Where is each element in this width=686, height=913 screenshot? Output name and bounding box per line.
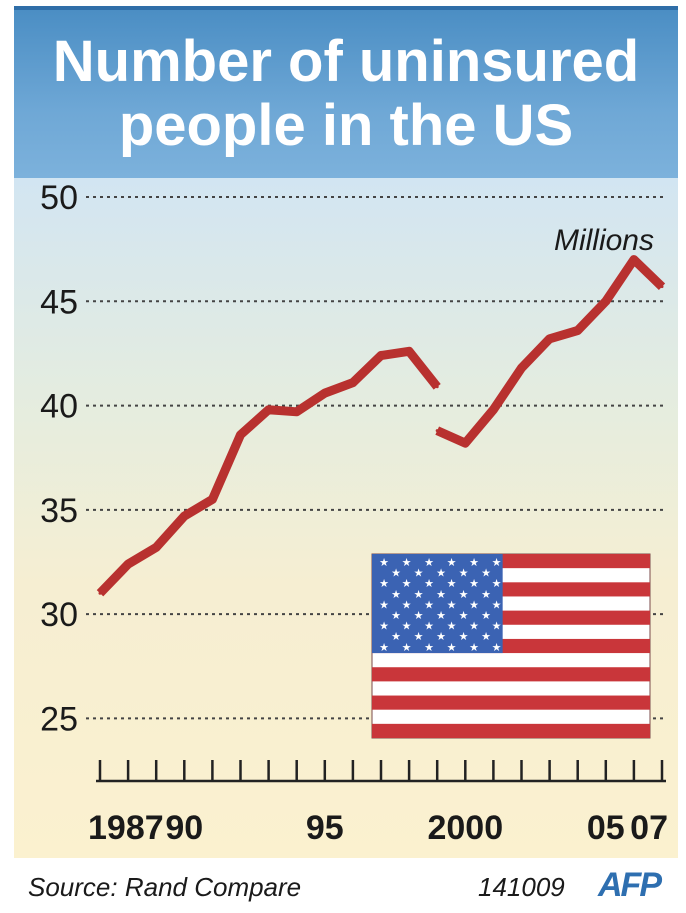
y-tick-label-35: 35 [40,492,78,530]
flag-star: ★ [379,577,389,590]
flag-star: ★ [402,556,412,569]
data-point-2001 [492,408,495,411]
flag-star: ★ [459,630,469,643]
flag-star: ★ [481,588,491,601]
flag-star: ★ [414,630,424,643]
data-point-2002 [520,367,523,370]
flag-star: ★ [379,620,389,633]
flag-star: ★ [481,567,491,580]
flag-star: ★ [414,567,424,580]
flag-star: ★ [492,556,502,569]
flag-star: ★ [424,620,434,633]
x-tick-label-95: 95 [306,809,344,847]
flag-star: ★ [469,620,479,633]
flag-star: ★ [402,641,412,654]
flag-star: ★ [379,556,389,569]
flag-star: ★ [447,556,457,569]
x-tick-label-05: 05 [587,809,625,847]
y-tick-label-30: 30 [40,596,78,634]
series-line-segment-2 [437,260,662,444]
afp-logo: AFP [598,866,660,905]
data-point-1998 [408,350,411,353]
flag-star: ★ [436,630,446,643]
flag-star: ★ [459,567,469,580]
data-point-2003 [548,337,551,340]
flag-star: ★ [469,598,479,611]
data-point-1999 [436,429,439,432]
flag-star: ★ [391,567,401,580]
y-tick-label-50: 50 [40,179,78,217]
flag-star: ★ [402,620,412,633]
flag-star: ★ [436,567,446,580]
flag-star: ★ [414,609,424,622]
flag-star: ★ [391,630,401,643]
y-tick-label-25: 25 [40,700,78,738]
flag-star: ★ [481,609,491,622]
data-point-2000 [464,442,467,445]
flag-star: ★ [492,641,502,654]
flag-star: ★ [447,598,457,611]
y-tick-label-40: 40 [40,388,78,426]
data-point-1987 [99,592,102,595]
flag-stripe [372,696,650,710]
data-point-1997 [380,354,383,357]
flag-star: ★ [459,588,469,601]
flag-stripe [372,667,650,681]
flag-star: ★ [447,577,457,590]
flag-star: ★ [402,598,412,611]
flag-star: ★ [492,577,502,590]
flag-star: ★ [436,609,446,622]
flag-star: ★ [447,620,457,633]
y-tick-label-45: 45 [40,283,78,321]
data-point-1999 [436,385,439,388]
flag-star: ★ [414,588,424,601]
flag-stripe [372,724,650,738]
data-point-1996 [351,381,354,384]
flag-star: ★ [469,577,479,590]
flag-star: ★ [379,598,389,611]
us-flag-icon: ★ ★ ★ ★ ★ ★★ ★ ★ ★ ★★ ★ ★ ★ ★ ★★ ★ ★ ★ ★★ ★ ★ ★ ★ ★★ ★ ★ ★ ★★ ★ ★ ★ ★ ★★… [372,554,650,738]
data-point-1991 [211,498,214,501]
source-note: Source: Rand Compare [28,872,301,903]
flag-star: ★ [391,588,401,601]
data-point-2007 [661,285,664,288]
data-point-2004 [576,329,579,332]
flag-star: ★ [402,577,412,590]
data-point-2006 [632,258,635,261]
data-point-1989 [155,546,158,549]
flag-star: ★ [424,641,434,654]
x-axis: 1987 90 95 2000 05 07 [88,760,668,847]
graphic-code: 141009 [478,872,565,903]
flag-star: ★ [391,609,401,622]
data-point-1993 [267,408,270,411]
y-axis-ticks: 25 30 35 40 45 50 [40,179,78,738]
data-point-1995 [323,392,326,395]
x-tick-label-2000: 2000 [427,809,503,847]
flag-star: ★ [436,588,446,601]
series-lines [99,258,664,595]
flag-star: ★ [481,630,491,643]
data-point-1994 [295,410,298,413]
flag-star: ★ [379,641,389,654]
x-tick-label-1987: 1987 [88,809,164,847]
data-point-2005 [604,300,607,303]
flag-star: ★ [424,598,434,611]
flag-star: ★ [459,609,469,622]
unit-label: Millions [554,224,654,257]
flag-star: ★ [469,556,479,569]
data-point-1990 [183,515,186,518]
data-point-1988 [127,563,130,566]
flag-star: ★ [424,556,434,569]
flag-star: ★ [492,598,502,611]
flag-star: ★ [492,620,502,633]
x-tick-label-90: 90 [165,809,203,847]
flag-star: ★ [424,577,434,590]
data-point-1992 [239,433,242,436]
flag-star: ★ [469,641,479,654]
flag-star: ★ [447,641,457,654]
x-tick-label-07: 07 [630,809,668,847]
